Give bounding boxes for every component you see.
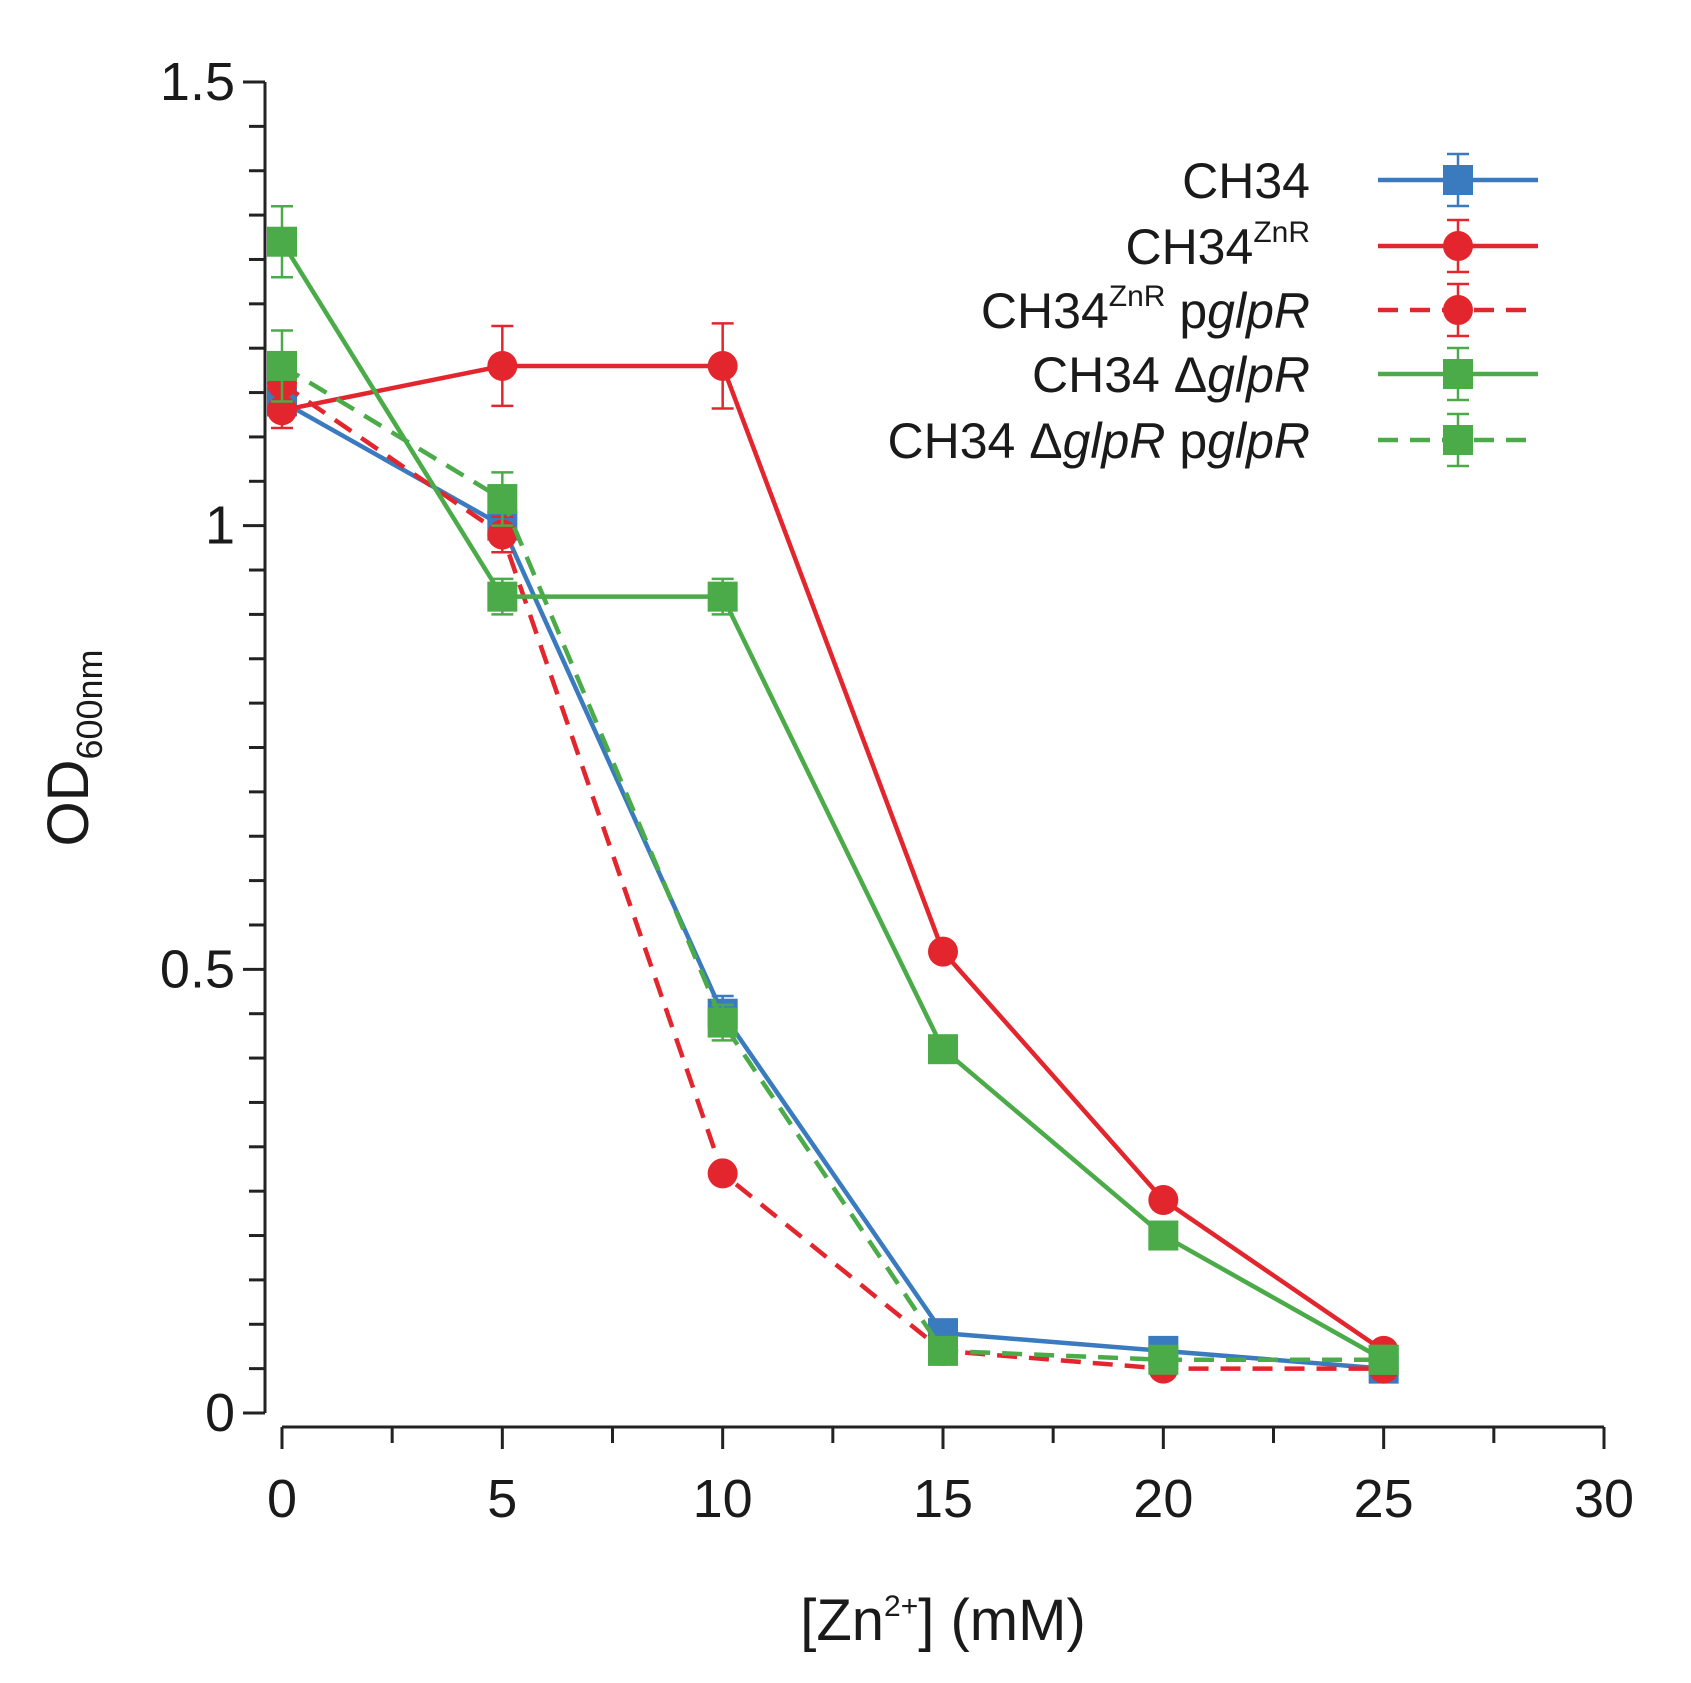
series-line xyxy=(281,363,1385,1353)
legend-label: CH34 xyxy=(1182,153,1310,209)
series-line xyxy=(280,364,1384,1363)
legend-item-ch34-znr-pglpr: CH34ZnR pglpR xyxy=(981,280,1538,339)
legend-label: CH34 ΔglpR pglpR xyxy=(887,413,1310,469)
x-axis-title: [Zn2+] (mM) xyxy=(800,1588,1086,1653)
legend-marker xyxy=(1443,231,1473,261)
legend-item-ch34-znr: CH34ZnR xyxy=(1125,216,1538,275)
data-point xyxy=(928,936,958,967)
data-point xyxy=(1148,1344,1179,1375)
series-ch34 xyxy=(267,382,1399,1384)
x-tick-label: 20 xyxy=(1133,1469,1193,1529)
data-point xyxy=(707,1007,738,1038)
legend-marker xyxy=(1443,165,1473,195)
data-point xyxy=(267,226,297,257)
data-point xyxy=(487,350,518,381)
y-axis-title: OD600nm xyxy=(36,649,110,846)
axis-titles: [Zn2+] (mM) OD600nm xyxy=(36,649,1086,1653)
data-point xyxy=(1368,1344,1399,1375)
y-tick-label: 0 xyxy=(205,1383,235,1443)
data-point xyxy=(707,1158,738,1189)
series-line xyxy=(280,381,1384,1371)
x-tick-label: 10 xyxy=(693,1469,753,1529)
data-point xyxy=(487,484,518,515)
legend-item-ch34-dglpr-pglpr: CH34 ΔglpR pglpR xyxy=(887,412,1538,469)
data-point xyxy=(487,581,518,612)
x-tick-label: 30 xyxy=(1574,1469,1634,1529)
y-tick-label: 0.5 xyxy=(160,939,235,999)
series-ch34-dglpr-pglpr xyxy=(267,329,1399,1375)
legend-marker xyxy=(1443,359,1473,389)
series-line xyxy=(280,240,1385,1362)
legend-label: CH34 ΔglpR xyxy=(1032,347,1310,403)
series-layer xyxy=(267,204,1399,1384)
legend-marker xyxy=(1443,295,1473,325)
data-point xyxy=(487,519,518,550)
x-tick-label: 5 xyxy=(487,1469,517,1529)
legend-label: CH34ZnR pglpR xyxy=(981,280,1310,339)
x-tick-label: 15 xyxy=(913,1469,973,1529)
legend-label: CH34ZnR xyxy=(1125,216,1310,275)
data-point xyxy=(707,581,738,612)
data-point xyxy=(1148,1185,1179,1216)
data-point xyxy=(707,350,738,381)
legend-item-ch34: CH34 xyxy=(1182,152,1538,209)
y-tick-label: 1 xyxy=(205,496,235,556)
axes: 0 0.5 1 1.5 0 5 10 15 20 25 30 xyxy=(160,52,1634,1529)
series-ch34-znr xyxy=(267,322,1399,1366)
y-tick-label: 1.5 xyxy=(160,52,235,112)
x-tick-label: 0 xyxy=(267,1469,297,1529)
legend-item-ch34-dglpr: CH34 ΔglpR xyxy=(1032,346,1538,403)
data-point xyxy=(267,350,297,381)
series-line xyxy=(280,399,1384,1371)
x-tick-label: 25 xyxy=(1354,1469,1414,1529)
series-ch34-znr-pglpr xyxy=(267,355,1399,1384)
data-point xyxy=(928,1335,958,1366)
legend-marker xyxy=(1443,425,1473,455)
data-point xyxy=(1148,1220,1179,1251)
data-point xyxy=(928,1034,958,1065)
